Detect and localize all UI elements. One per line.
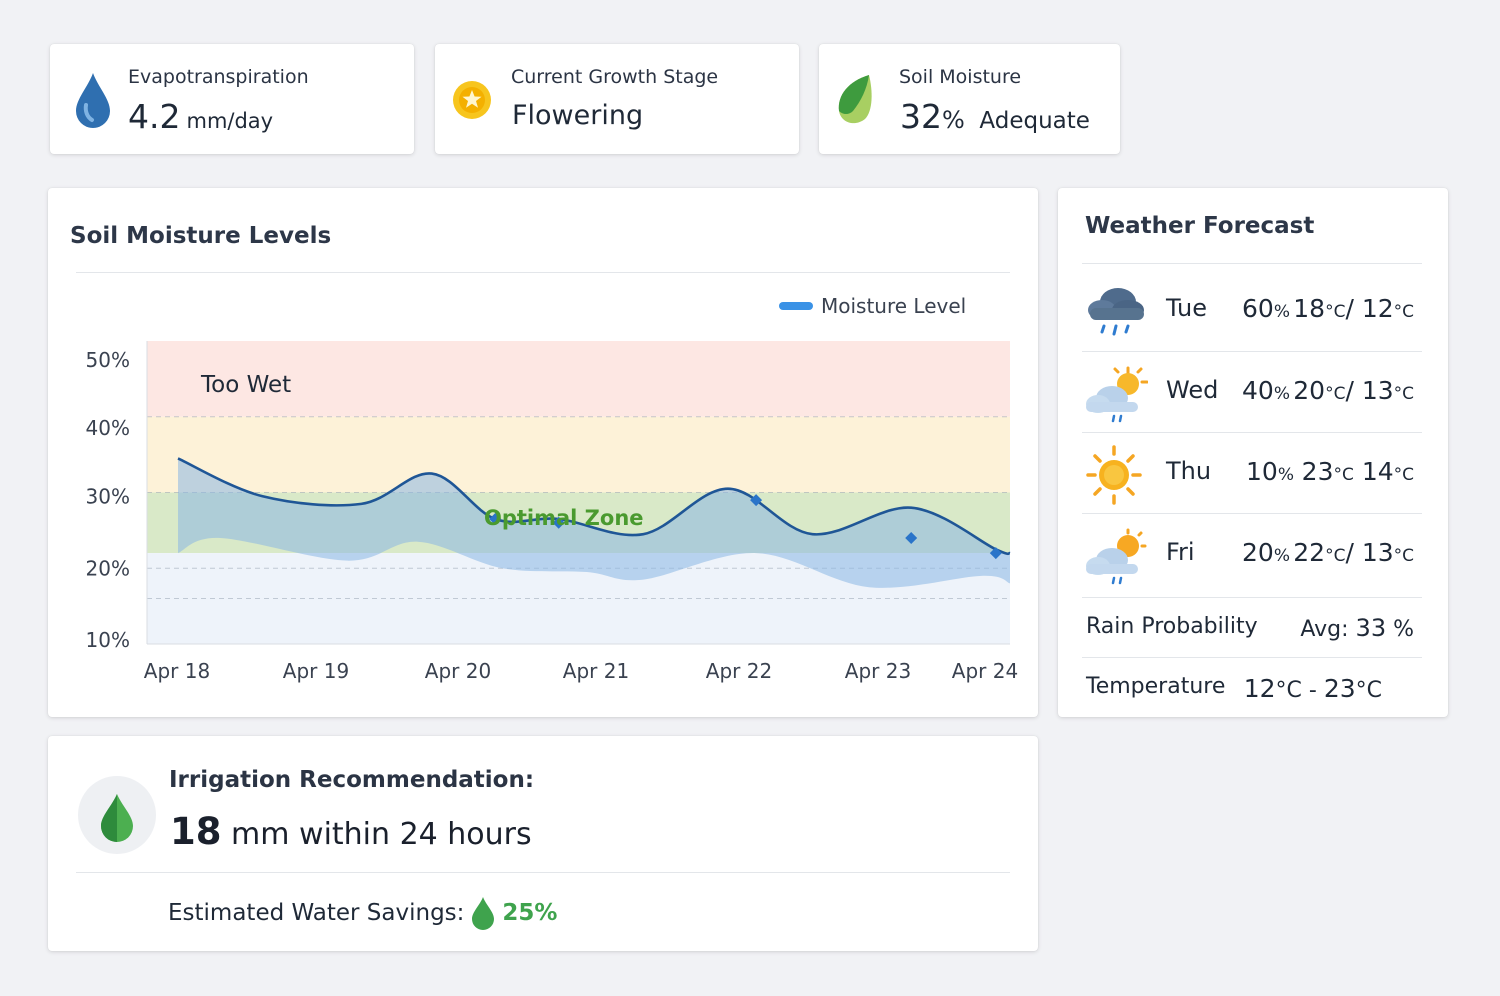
partly-sunny-rain-icon [1086, 366, 1148, 423]
zone-too-wet-label: Too Wet [200, 372, 291, 398]
y-tick-label: 20% [86, 556, 130, 580]
green-drop-icon [472, 897, 495, 930]
growth-stage-value: Flowering [512, 100, 644, 131]
weather-title: Weather Forecast [1085, 213, 1315, 239]
soil-moisture-card: Soil Moisture 32% Adequate [819, 44, 1120, 154]
x-tick-label: Apr 19 [283, 659, 349, 683]
forecast-row-tue[interactable]: Tue 60% 18°C/ 12°C [1082, 270, 1422, 352]
soil-moisture-label: Soil Moisture [899, 66, 1022, 88]
irrigation-divider [76, 872, 1010, 873]
moisture-marker-3 [905, 531, 918, 544]
zone-optimal-label: Optimal Zone [484, 506, 644, 530]
temperature-label: Temperature [1086, 674, 1226, 699]
x-tick-label: Apr 24 [952, 659, 1018, 683]
chart-legend[interactable]: Moisture Level [779, 294, 966, 318]
legend-label: Moisture Level [821, 294, 966, 318]
rain-probability-avg: Avg: 33 % [1300, 614, 1414, 642]
moisture-markers [489, 494, 1002, 560]
forecast-temps: 23°C 14°C [1301, 457, 1414, 486]
growth-stage-label: Current Growth Stage [511, 66, 719, 88]
rain-probability-summary: Rain Probability Avg: 33 % [1082, 598, 1422, 658]
irrigation-amount: 18 mm within 24 hours [170, 810, 532, 853]
forecast-rain-prob: 60% [1242, 294, 1290, 323]
forecast-temps: 20°C/ 13°C [1293, 376, 1414, 405]
weather-forecast-card: Weather Forecast Tue 60% 18°C/ 12°C [1058, 188, 1448, 717]
x-tick-label: Apr 23 [845, 659, 911, 683]
moisture-level-line [177, 457, 1011, 556]
irrigation-title: Irrigation Recommendation: [169, 767, 535, 793]
chart-divider [76, 272, 1010, 273]
chart-gridlines [146, 341, 1010, 645]
soil-moisture-value: 32% Adequate [900, 97, 1090, 136]
water-drop-icon [101, 794, 133, 842]
x-tick-label: Apr 22 [706, 659, 772, 683]
zone-band-1 [147, 416, 1010, 493]
soil-moisture-chart-card: Soil Moisture Levels 50% 40% 30% 20% 10% Apr… [48, 188, 1038, 717]
legend-swatch [779, 302, 813, 310]
forecast-row-fri[interactable]: Fri 20% 22°C/ 13°C [1082, 514, 1422, 598]
y-tick-label: 50% [86, 348, 130, 372]
water-savings: Estimated Water Savings: 25% [168, 896, 557, 930]
zone-band-0 [147, 341, 1010, 417]
leaf-icon [838, 75, 872, 124]
moisture-marker-4 [989, 547, 1002, 560]
forecast-rain-prob: 10% [1246, 457, 1294, 486]
growth-stage-card: Current Growth Stage Flowering [435, 44, 799, 154]
forecast-day: Wed [1166, 376, 1219, 404]
irrigation-badge [78, 776, 156, 854]
water-drop-icon [76, 73, 110, 128]
x-tick-label: Apr 18 [144, 659, 210, 683]
partly-sunny-rain-icon [1086, 528, 1147, 585]
chart-title: Soil Moisture Levels [70, 223, 332, 249]
evapotranspiration-value: 4.2 mm/day [128, 97, 274, 136]
rain-cloud-icon [1088, 288, 1144, 336]
forecast-day: Fri [1166, 538, 1195, 566]
rain-probability-label: Rain Probability [1086, 614, 1258, 639]
y-tick-label: 30% [86, 484, 130, 508]
forecast-temps: 22°C/ 13°C [1293, 538, 1414, 567]
evapotranspiration-label: Evapotranspiration [128, 66, 309, 88]
soil-moisture-chart: 50% 40% 30% 20% 10% Apr 18 Apr 19 Apr 20 Apr 21… [86, 294, 1019, 683]
temperature-range: 12°C - 23°C [1243, 674, 1382, 703]
moisture-range-band [178, 458, 1010, 588]
moisture-marker-1 [552, 516, 565, 529]
evapotranspiration-card: Evapotranspiration 4.2 mm/day [50, 44, 414, 154]
moisture-marker-0 [489, 513, 502, 526]
x-tick-label: Apr 20 [425, 659, 491, 683]
y-tick-label: 40% [86, 416, 130, 440]
x-axis-ticks: Apr 18 Apr 19 Apr 20 Apr 21 Apr 22 Apr 23 Apr … [144, 659, 1018, 683]
temperature-summary: Temperature 12°C - 23°C [1082, 658, 1422, 718]
moisture-marker-2 [750, 494, 763, 507]
x-tick-label: Apr 21 [563, 659, 629, 683]
forecast-row-wed[interactable]: Wed 40% 20°C/ 13°C [1082, 352, 1422, 433]
y-tick-label: 10% [86, 628, 130, 652]
forecast-row-thu[interactable]: Thu 10% 23°C 14°C [1082, 433, 1422, 514]
y-axis-ticks: 50% 40% 30% 20% 10% [86, 348, 130, 652]
flower-badge-icon [453, 81, 491, 119]
forecast-day: Tue [1166, 294, 1207, 322]
irrigation-recommendation-card: Irrigation Recommendation: 18 mm within … [48, 736, 1038, 951]
weather-divider [1082, 263, 1422, 264]
forecast-rain-prob: 40% [1242, 376, 1290, 405]
forecast-temps: 18°C/ 12°C [1293, 294, 1414, 323]
forecast-rain-prob: 20% [1242, 538, 1290, 567]
sun-icon [1086, 445, 1142, 505]
forecast-day: Thu [1166, 457, 1212, 485]
